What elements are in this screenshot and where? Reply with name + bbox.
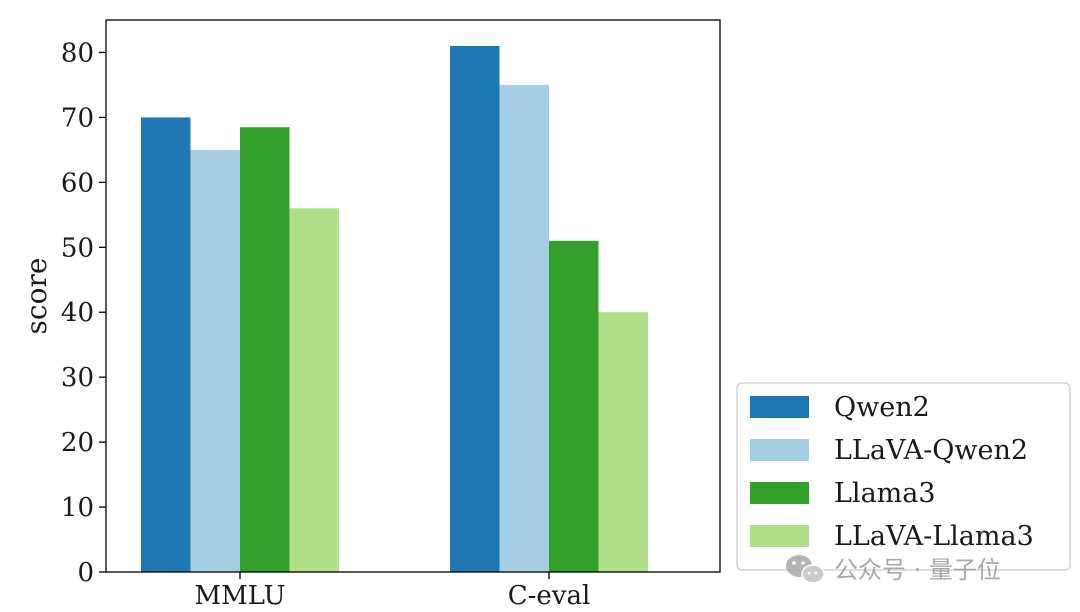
x-tick-label: MMLU: [195, 581, 286, 611]
y-tick-label: 30: [61, 363, 94, 393]
legend-frame: [736, 382, 1071, 571]
bar-llava-qwen2-mmlu: [190, 149, 240, 572]
bar-qwen2-mmlu: [141, 117, 191, 573]
watermark: 公众号 · 量子位: [786, 555, 1001, 584]
legend-label: LLaVA-Llama3: [834, 521, 1034, 552]
legend-label: LLaVA-Qwen2: [834, 435, 1028, 466]
x-tick-label: C-eval: [508, 581, 591, 611]
legend-swatch: [750, 439, 809, 461]
x-axis: MMLU C-eval: [195, 572, 591, 611]
plot-frame: [105, 19, 721, 573]
wechat-icon: [786, 555, 825, 584]
bar-llava-llama3-c-eval: [598, 312, 648, 572]
legend-swatch: [750, 482, 809, 504]
y-tick-label: 80: [61, 38, 94, 68]
y-axis-label: score: [20, 258, 53, 335]
y-tick-label: 40: [61, 298, 94, 328]
y-tick-label: 50: [61, 233, 94, 263]
y-tick-label: 10: [61, 493, 94, 523]
y-axis: 0 10 20 30 40 50 60 70 80: [61, 38, 106, 588]
legend-label: Qwen2: [834, 392, 930, 423]
legend-swatch: [750, 396, 809, 418]
legend-label: Llama3: [834, 478, 936, 509]
y-tick-label: 60: [61, 168, 94, 198]
y-tick-label: 0: [77, 558, 94, 588]
bar-llava-llama3-mmlu: [289, 208, 339, 573]
bar-qwen2-c-eval: [450, 46, 500, 572]
y-tick-label: 20: [61, 428, 94, 458]
legend: Qwen2 LLaVA-Qwen2 Llama3 LLaVA-Llama3: [736, 382, 1071, 571]
bar-llama3-c-eval: [549, 240, 599, 573]
y-tick-label: 70: [61, 103, 94, 133]
watermark-text: 公众号 · 量子位: [834, 556, 1001, 584]
bar-llama3-mmlu: [240, 127, 290, 572]
legend-swatch: [750, 525, 809, 547]
bar-llava-qwen2-c-eval: [499, 84, 549, 573]
bars-group: [141, 46, 648, 573]
